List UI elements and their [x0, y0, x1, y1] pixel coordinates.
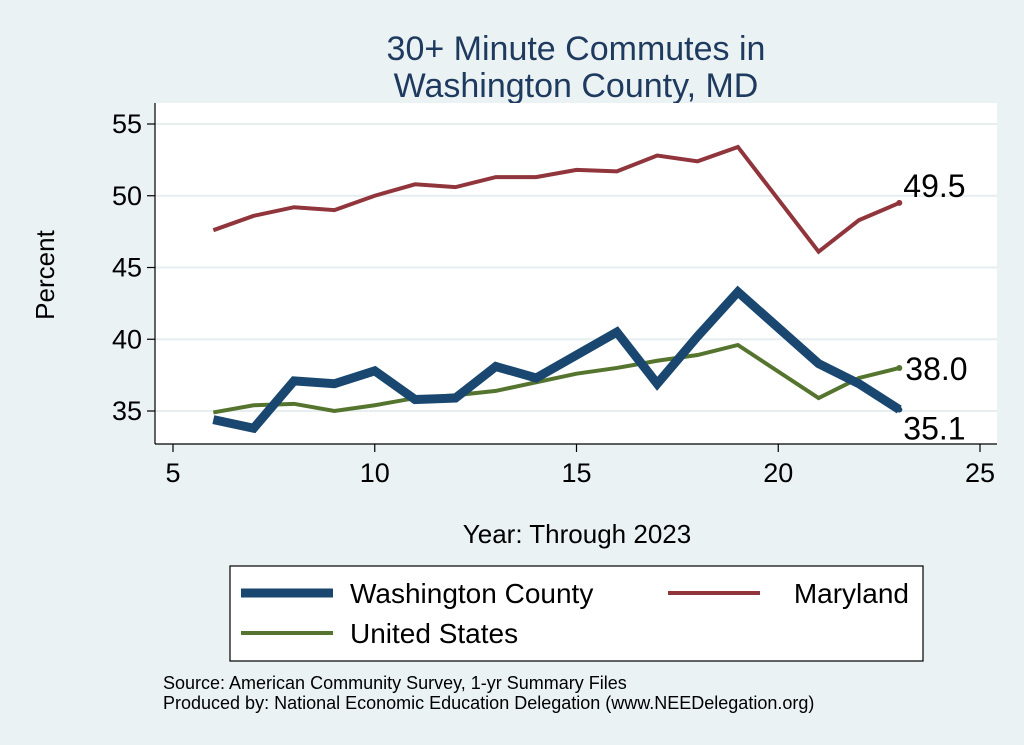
x-tick-label-10: 10 — [360, 458, 390, 488]
y-tick-label-55: 55 — [112, 109, 142, 139]
y-axis-ticks: 35 40 45 50 55 — [112, 109, 155, 426]
y-tick-label-35: 35 — [112, 396, 142, 426]
x-tick-label-5: 5 — [165, 458, 180, 488]
end-label-maryland: 49.5 — [903, 168, 965, 204]
x-axis-ticks: 5 10 15 20 25 — [165, 444, 995, 488]
end-marker-united-states — [896, 364, 903, 371]
end-label-washington-county: 35.1 — [903, 411, 965, 447]
end-marker-washington-county — [896, 406, 903, 413]
y-tick-label-40: 40 — [112, 324, 142, 354]
x-tick-label-15: 15 — [561, 458, 591, 488]
series-layer — [212, 144, 902, 434]
end-label-united-states: 38.0 — [905, 351, 967, 387]
y-tick-label-45: 45 — [112, 253, 142, 283]
y-axis-title: Percent — [30, 229, 60, 319]
gridlines — [155, 123, 997, 412]
legend-box — [229, 565, 924, 662]
legend-label-washington-county: Washington County — [350, 578, 593, 609]
legend-label-maryland: Maryland — [794, 578, 909, 609]
end-marker-maryland — [896, 199, 903, 206]
legend: Washington County Maryland United States — [229, 565, 924, 662]
chart-title-line-1: 30+ Minute Commutes in — [387, 30, 766, 68]
end-labels: 49.5 38.0 35.1 — [896, 168, 968, 447]
x-axis-title: Year: Through 2023 — [463, 519, 691, 549]
produced-by-note: Produced by: National Economic Education… — [163, 693, 814, 713]
source-note: Source: American Community Survey, 1-yr … — [163, 673, 627, 693]
y-tick-label-50: 50 — [112, 181, 142, 211]
x-tick-label-25: 25 — [965, 458, 995, 488]
chart-title-line-2: Washington County, MD — [394, 67, 759, 105]
legend-label-united-states: United States — [350, 618, 518, 649]
x-tick-label-20: 20 — [763, 458, 793, 488]
